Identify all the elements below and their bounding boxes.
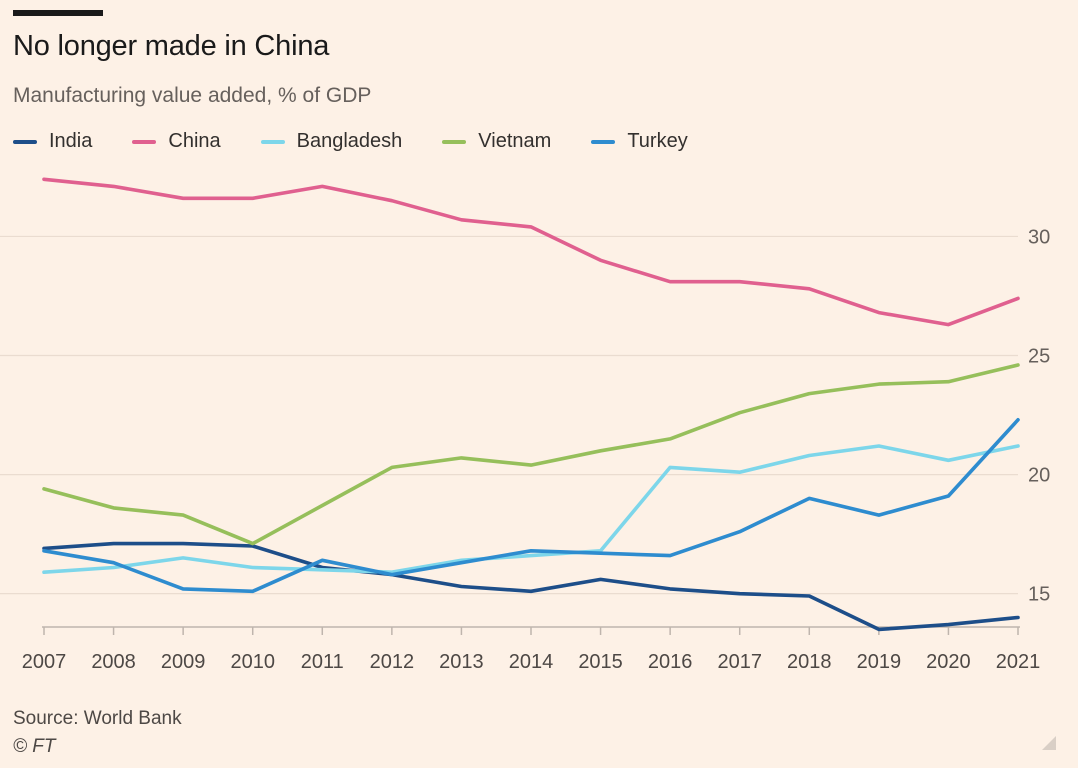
x-tick-label: 2008	[91, 651, 136, 673]
series-line-china	[42, 177, 1020, 327]
legend-swatch	[13, 139, 37, 144]
series-line-turkey	[42, 417, 1020, 594]
x-tick-label: 2019	[857, 651, 902, 673]
line-chart: 15 20 25 30 2007 2008 2009 2010 2011 2012 2013 2014…	[0, 177, 1050, 673]
x-tick-label: 2007	[22, 651, 67, 673]
legend-label: China	[168, 130, 221, 152]
copyright-credit: © FT	[13, 736, 56, 757]
chart-title: No longer made in China	[13, 30, 330, 62]
legend-swatch	[132, 139, 157, 144]
y-tick-label: 25	[1028, 346, 1050, 368]
legend-swatch	[260, 139, 285, 144]
legend-item-bangladesh: Bangladesh	[260, 130, 403, 153]
series-line-india	[42, 541, 1020, 632]
x-tick-label: 2014	[509, 651, 554, 673]
x-tick-label: 2011	[301, 651, 344, 673]
x-tick-label: 2017	[717, 651, 762, 673]
x-tick-label: 2012	[370, 651, 415, 673]
x-tick-label: 2021	[996, 651, 1041, 673]
x-tick-label: 2018	[787, 651, 832, 673]
x-tick-label: 2020	[926, 651, 971, 673]
x-tick-label: 2013	[439, 651, 484, 673]
x-tick-label: 2009	[161, 651, 206, 673]
legend-item-vietnam: Vietnam	[442, 130, 551, 153]
x-tick-label: 2015	[578, 651, 623, 673]
y-tick-label: 20	[1028, 465, 1050, 487]
source-note: Source: World Bank	[13, 708, 182, 729]
x-tick-label: 2016	[648, 651, 693, 673]
series-line-vietnam	[42, 363, 1020, 546]
legend-item-turkey: Turkey	[591, 130, 688, 153]
legend-label: Turkey	[627, 130, 688, 152]
legend-item-india: India	[13, 130, 92, 153]
resize-grip-icon	[1042, 736, 1056, 750]
y-tick-label: 15	[1028, 584, 1050, 606]
y-tick-label: 30	[1028, 226, 1050, 248]
chart-legend: India China Bangladesh Vietnam Turkey	[13, 130, 728, 153]
legend-label: India	[49, 130, 93, 152]
series-line-bangladesh	[42, 444, 1020, 575]
header-accent-bar	[13, 10, 103, 16]
x-tick-label: 2010	[230, 651, 275, 673]
legend-label: Vietnam	[478, 130, 552, 152]
legend-item-china: China	[132, 130, 221, 153]
chart-subtitle: Manufacturing value added, % of GDP	[13, 84, 372, 107]
legend-swatch	[591, 139, 616, 144]
legend-swatch	[442, 139, 467, 144]
legend-label: Bangladesh	[296, 130, 403, 152]
